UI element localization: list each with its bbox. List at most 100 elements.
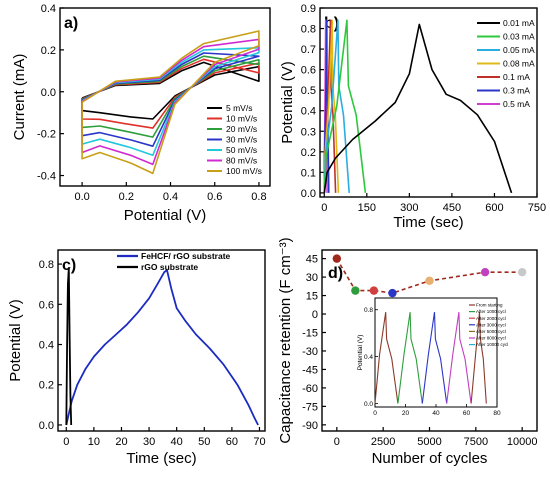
inset-cycle-curve — [397, 312, 423, 404]
panel-b-ylabel: Potential (V) — [279, 61, 296, 144]
legend-label: 20 mV/s — [226, 124, 257, 134]
panel-a-xtick-label: 0.8 — [251, 191, 266, 203]
panel-b-ytick-label: 0.8 — [301, 24, 316, 36]
panel-c-xtick-label: 60 — [226, 436, 238, 448]
retention-marker — [369, 286, 379, 295]
panel-a-ytick-label: 0.4 — [41, 3, 56, 15]
legend-label: 10 mV/s — [226, 114, 257, 124]
panel-b-legend: 0.01 mA 0.03 mA 0.05 mA 0.08 mA 0.1 mA 0.3 mA… — [477, 18, 535, 109]
panel-c-ytick-label: 0.4 — [39, 340, 54, 352]
legend-label: FeHCF/ rGO substrate — [141, 251, 231, 261]
panel-b-xtick-label: 300 — [400, 202, 418, 214]
panel-b-axes: 0 150 300 450 600 750 0.0 0.1 0.2 0.3 0.4 0.5 0.6 0.7… — [279, 3, 546, 231]
legend-label: 100 mV/s — [226, 166, 262, 176]
legend-label: 0.5 mA — [503, 99, 530, 109]
panel-a-series — [81, 30, 260, 175]
panel-c-ylabel: Potential (V) — [7, 299, 24, 382]
panel-c-frame — [57, 249, 266, 432]
panel-d-xtick-label: 0 — [334, 436, 340, 448]
panel-a-ytick-label: -0.4 — [37, 171, 56, 183]
panel-d-ytick-label: -45 — [302, 364, 318, 376]
panel-a-xtick-label: 0.4 — [163, 191, 178, 203]
inset-legend-label: After 5000 cycl — [476, 329, 506, 334]
inset-ytick-label: 0.4 — [364, 354, 373, 361]
panel-d-ytick-label: 45 — [306, 254, 318, 266]
panel-c-xtick-label: 10 — [88, 436, 100, 448]
retention-marker — [388, 288, 397, 298]
legend-label: 50 mV/s — [226, 145, 257, 155]
cv-curve — [81, 55, 260, 138]
panel-d-panel-label: d) — [328, 265, 343, 282]
panel-b-xtick-label: 600 — [485, 202, 503, 214]
panel-d-ytick-label: -90 — [302, 420, 318, 432]
gcd-curve — [323, 19, 367, 193]
panel-c-xtick-label: 20 — [115, 436, 127, 448]
retention-marker — [425, 276, 434, 285]
panel-b-ytick-label: 0.5 — [301, 85, 316, 97]
inset-xtick-label: 40 — [432, 410, 440, 417]
panel-a-legend: 5 mV/s10 mV/s20 mV/s30 mV/s50 mV/s80 mV/… — [207, 103, 262, 176]
panel-c-xtick-label: 70 — [253, 436, 265, 448]
inset-ylabel: Potential (V) — [357, 335, 364, 371]
panel-b-xtick-label: 750 — [528, 202, 546, 214]
inset-ytick-label: 0.0 — [364, 401, 373, 408]
panel-d-axes: 0 2500 5000 7500 10000 -90 -75 -60 -45 -30 -15 0 15 3… — [277, 237, 538, 467]
panel-c-ytick-label: 0.6 — [39, 299, 54, 311]
inset-cycle-curve — [374, 312, 399, 404]
retention-marker — [480, 267, 490, 277]
panel-b-ytick-label: 0.4 — [301, 106, 316, 118]
inset-legend-label: After 8000 cycl — [476, 336, 506, 341]
inset-xtick-label: 0 — [373, 410, 377, 417]
panel-d-ytick-label: -60 — [302, 383, 318, 395]
panel-d-ylabel: Capacitance retention (F cm⁻³) — [277, 237, 294, 443]
panel-a-xlabel: Potential (V) — [124, 207, 207, 224]
panel-a-ytick-label: -0.2 — [37, 129, 56, 141]
inset-cycle-curve — [421, 312, 448, 404]
legend-label: 0.08 mA — [503, 59, 535, 69]
panel-b-ytick-label: 0.0 — [301, 188, 316, 200]
panel-d-xtick-label: 7500 — [464, 436, 488, 448]
panel-b-ytick-label: 0.1 — [301, 167, 316, 179]
panel-b-ytick-label: 0.2 — [301, 147, 316, 159]
inset-legend-label: After 2000 cycl — [476, 316, 506, 321]
panel-c-xlabel: Time (sec) — [126, 450, 196, 467]
panel-c-series — [65, 267, 259, 426]
legend-label: 0.1 mA — [503, 72, 530, 82]
panel-c-ytick-label: 0.8 — [39, 259, 54, 271]
legend-label: 30 mV/s — [226, 135, 257, 145]
panel-c-xtick-label: 40 — [171, 436, 183, 448]
inset-legend-label: After 3000 cycl — [476, 322, 506, 327]
retention-marker — [351, 286, 360, 295]
panel-c-ytick-label: 0.2 — [39, 380, 54, 392]
panel-c-xtick-label: 50 — [198, 436, 210, 448]
panel-d-series — [332, 254, 527, 298]
legend-label: 5 mV/s — [226, 103, 252, 113]
panel-b-xtick-label: 0 — [321, 202, 327, 214]
cv-curve — [81, 38, 260, 166]
panel-a-xtick-label: 0.0 — [74, 191, 89, 203]
panel-a-xtick-label: 0.2 — [119, 191, 134, 203]
gcd-curve — [323, 23, 513, 194]
inset-xtick-label: 60 — [463, 410, 471, 417]
cv-curve — [81, 61, 260, 120]
panel-d-xtick-label: 10000 — [507, 436, 538, 448]
panel-d-ytick-label: 30 — [306, 272, 318, 284]
inset-xtick-label: 80 — [493, 410, 501, 417]
panel-c-ytick-label: 0.0 — [39, 420, 54, 432]
cv-curve — [81, 52, 260, 147]
panel-a-xtick-label: 0.6 — [207, 191, 222, 203]
panel-d-ytick-label: 15 — [306, 291, 318, 303]
panel-b-series — [323, 19, 513, 194]
panel-b-frame — [319, 7, 538, 198]
panel-d-ytick-label: -75 — [302, 401, 318, 413]
cv-curve — [81, 30, 260, 175]
cv-curve — [81, 47, 260, 157]
panel-b-ytick-label: 0.9 — [301, 3, 316, 15]
panel-a-axes: 0.0 0.2 0.4 0.6 0.8 -0.4 -0.2 0.0 0.2 0.4 Potentia… — [11, 3, 271, 224]
retention-line — [336, 258, 523, 294]
legend-label: 0.05 mA — [503, 45, 535, 55]
inset-legend-label: After 1000 cycl — [476, 309, 506, 314]
panel-c-xtick-label: 30 — [143, 436, 155, 448]
